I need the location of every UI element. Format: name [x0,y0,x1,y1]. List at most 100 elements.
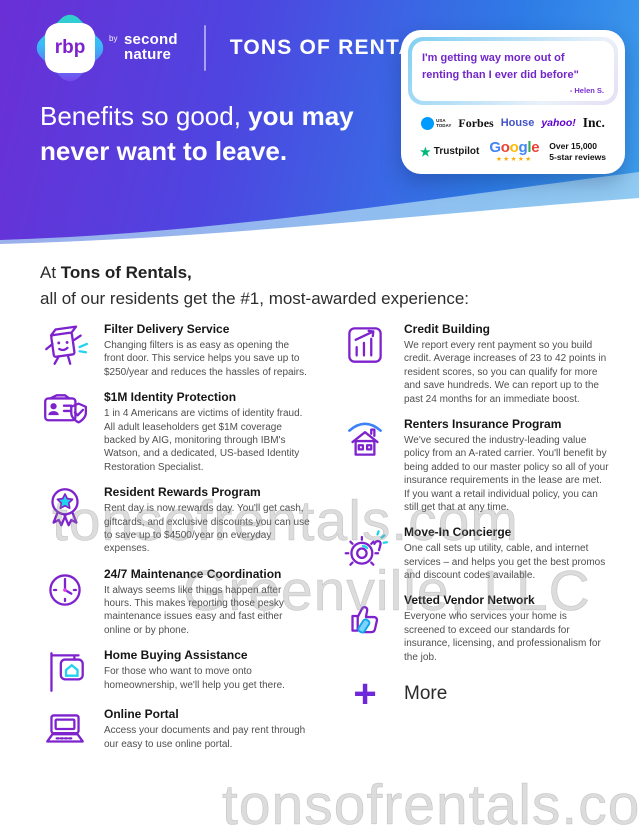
reviews-count-line1: Over 15,000 [549,141,597,152]
google-letter: o [509,139,519,157]
benefit-renters-insurance: Renters Insurance Program We've secured … [340,415,616,514]
home-sign-icon [40,646,90,696]
benefit-desc: Changing filters is as easy as opening t… [104,340,307,378]
headline-bold-1: you may [248,101,354,131]
benefit-text: Vetted Vendor Network Everyone who servi… [404,591,610,664]
benefit-title: 24/7 Maintenance Coordination [104,566,282,581]
reviews-row: ★ Trustpilot Google ★★★★★ Over 15,000 5-… [408,140,618,164]
benefit-vetted-vendors: Vetted Vendor Network Everyone who servi… [340,591,616,664]
by-label: by [109,34,118,44]
filter-delivery-icon [40,320,90,370]
benefits-columns: Filter Delivery Service Changing filters… [40,320,616,764]
benefit-title: $1M Identity Protection [104,390,237,405]
clock-icon [40,565,90,615]
benefit-filter-delivery: Filter Delivery Service Changing filters… [40,320,316,379]
usatoday-logo: USA TODAY [421,116,451,130]
benefit-title: Credit Building [404,322,490,336]
benefit-text: Renters Insurance Program We've secured … [404,415,610,514]
usatoday-circle-icon [421,116,435,130]
plus-icon: + [353,672,377,717]
benefit-title: Home Buying Assistance [104,648,248,663]
benefit-text: Resident Rewards Program Rent day is now… [104,483,310,556]
quote-frame: I'm getting way more out of renting than… [408,37,618,106]
more-row: + More [340,672,616,717]
rbp-logo-text: rbp [45,23,95,73]
vertical-divider [203,25,206,71]
headline-light: Benefits so good, [40,101,249,131]
benefit-desc: Everyone who services your home is scree… [404,611,601,663]
brand-bar: rbp by second nature TONS OF RENTALS [31,9,445,87]
identity-protection-icon [40,388,90,438]
benefit-desc: Rent day is now rewards day. You'll get … [104,503,310,555]
usatoday-line2: TODAY [436,123,452,129]
house-logo: House [500,117,535,130]
benefit-desc: 1 in 4 Americans are victims of identity… [104,408,303,473]
quote-inner: I'm getting way more out of renting than… [412,41,614,102]
inc-logo: Inc. [582,115,605,131]
google-letter: G [489,139,501,157]
benefit-credit-building: Credit Building We report every rent pay… [340,320,616,406]
benefit-text: 24/7 Maintenance Coordination It always … [104,565,310,638]
benefit-title: Filter Delivery Service [104,322,230,336]
header-wave [0,172,639,250]
quote-attribution: - Helen S. [569,86,604,96]
benefit-title: Vetted Vendor Network [404,593,535,608]
benefit-desc: One call sets up utility, cable, and int… [404,543,606,582]
benefit-text: Online Portal Access your documents and … [104,705,310,755]
reviews-count-line2: 5-star reviews [549,151,606,162]
benefit-resident-rewards: Resident Rewards Program Rent day is now… [40,483,316,556]
benefit-maintenance: 24/7 Maintenance Coordination It always … [40,565,316,638]
rbp-logo: rbp [31,9,109,87]
quote-text: I'm getting way more out of renting than… [422,52,579,82]
page-title: TONS OF RENTALS [229,36,445,59]
more-label: More [404,683,448,705]
brand-word-nature: nature [124,46,172,63]
insured-house-icon [340,415,390,465]
benefit-move-in-concierge: Move-In Concierge One call sets up utili… [340,523,616,582]
benefit-desc: We've secured the industry-leading value… [404,434,609,513]
headline-bold-2: never want to leave. [40,135,288,166]
benefit-online-portal: Online Portal Access your documents and … [40,705,316,755]
usatoday-text: USA TODAY [436,118,451,128]
benefit-text: $1M Identity Protection 1 in 4 Americans… [104,388,310,474]
benefit-text: Filter Delivery Service Changing filters… [104,320,310,379]
benefit-title: Online Portal [104,707,179,722]
second-nature-logo: by second nature [109,31,178,63]
intro-brand: Tons of Rentals [60,263,188,282]
trustpilot-logo: ★ Trustpilot [420,146,479,158]
headline: Benefits so good, you may never want to … [40,99,354,168]
benefit-home-buying: Home Buying Assistance For those who wan… [40,646,316,696]
intro-prefix: At [40,263,61,282]
benefit-desc: It always seems like things happen after… [104,584,284,636]
google-letter: e [531,139,540,157]
benefit-title: Renters Insurance Program [404,416,562,431]
benefit-desc: For those who want to move onto homeowne… [104,666,285,691]
reviews-count: Over 15,000 5-star reviews [549,141,606,162]
forbes-logo: Forbes [458,115,494,130]
credit-chart-icon [340,320,390,370]
usatoday-line1: USA [436,117,446,123]
google-reviews-logo: Google ★★★★★ [489,140,539,164]
rewards-ribbon-icon [40,483,90,533]
benefit-text: Credit Building We report every rent pay… [404,320,610,406]
benefit-text: Move-In Concierge One call sets up utili… [404,523,610,582]
watermark-line3: tonsofrentals.com [222,773,639,838]
trustpilot-text: Trustpilot [433,146,480,158]
concierge-dial-icon [340,523,390,573]
google-letter: g [518,139,528,157]
benefit-text: Home Buying Assistance For those who wan… [104,646,310,696]
benefits-left-column: Filter Delivery Service Changing filters… [40,320,316,764]
benefit-title: Resident Rewards Program [104,485,261,500]
brand-word-second: second [124,31,178,49]
trustpilot-star-icon: ★ [420,144,431,159]
intro-comma: , [187,263,192,282]
google-letter: o [500,139,510,157]
benefit-desc: Access your documents and pay rent throu… [104,725,306,750]
yahoo-logo: yahoo! [541,117,576,130]
benefit-title: Move-In Concierge [404,525,512,540]
testimonial-card: I'm getting way more out of renting than… [401,30,625,174]
press-logos-row: USA TODAY Forbes House yahoo! Inc. [408,115,618,131]
laptop-icon [40,705,90,755]
google-wordmark: Google [489,139,539,156]
google-stars-icon: ★★★★★ [495,156,533,164]
